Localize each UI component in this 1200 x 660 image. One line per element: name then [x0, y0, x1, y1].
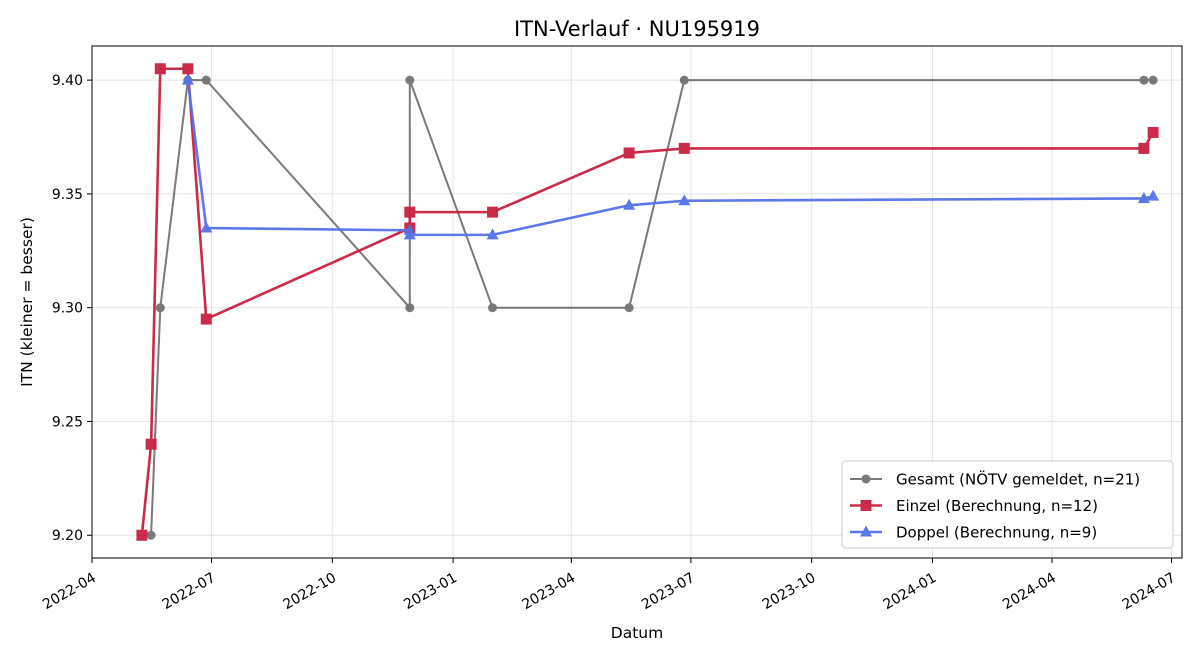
data-point — [182, 63, 194, 75]
grid — [91, 46, 1182, 558]
x-tick-label: 2024-07 — [1120, 570, 1179, 613]
series-line — [140, 67, 1155, 536]
x-tick-label: 2023-07 — [639, 570, 698, 613]
data-point — [486, 228, 499, 240]
data-point — [136, 529, 148, 541]
legend-box — [841, 460, 1174, 549]
data-point — [623, 147, 635, 159]
data-point — [200, 313, 212, 325]
y-tick-label: 9.20 — [52, 528, 83, 544]
data-point — [1147, 189, 1160, 201]
y-axis-title: ITN (kleiner = besser) — [18, 217, 36, 387]
data-point — [181, 73, 194, 85]
legend-item — [850, 474, 882, 484]
series-layer — [136, 63, 1160, 541]
x-tick-label: 2023-10 — [760, 570, 819, 613]
data-point — [1139, 75, 1149, 85]
data-point — [146, 530, 156, 540]
series-1 — [146, 75, 1158, 540]
x-tick-label: 2023-04 — [519, 570, 578, 613]
y-tick-label: 9.35 — [52, 187, 83, 203]
x-axis-title: Datum — [611, 624, 663, 642]
data-point — [679, 75, 689, 85]
data-point — [1137, 191, 1150, 203]
x-axis-ticks: 2022-04 2022-07 2022-10 2023-01 2023-04 2023-… — [40, 558, 1178, 613]
chart-title: ITN-Verlauf · NU195919 — [514, 17, 760, 41]
data-point — [403, 228, 416, 240]
legend-marker — [861, 474, 871, 484]
x-tick-label: 2023-01 — [401, 570, 460, 613]
y-tick-label: 9.30 — [52, 301, 83, 317]
x-tick-label: 2022-04 — [40, 570, 99, 613]
data-point — [154, 63, 166, 75]
x-tick-label: 2024-01 — [881, 570, 940, 613]
data-point — [624, 303, 634, 313]
x-tick-label: 2022-07 — [160, 570, 219, 613]
data-point — [488, 303, 498, 313]
data-point — [405, 75, 415, 85]
y-tick-label: 9.40 — [52, 73, 83, 89]
y-tick-label: 9.25 — [52, 414, 83, 430]
legend-label: Gesamt (NÖTV gemeldet, n=21) — [896, 470, 1140, 489]
data-point — [405, 303, 415, 313]
x-tick-label: 2022-10 — [280, 570, 339, 613]
y-axis-ticks: 9.20 9.25 9.30 9.35 9.40 — [52, 73, 92, 544]
legend-label: Doppel (Berechnung, n=9) — [896, 524, 1097, 542]
data-point — [201, 75, 211, 85]
data-point — [678, 142, 690, 154]
data-point — [145, 438, 157, 450]
data-point — [623, 198, 636, 210]
legend: Gesamt (NÖTV gemeldet, n=21) Einzel (Bere… — [841, 460, 1174, 549]
legend-marker — [860, 525, 872, 537]
data-point — [404, 206, 416, 218]
plot-area-frame — [91, 45, 1183, 559]
series-3 — [181, 73, 1160, 240]
legend-item — [850, 525, 882, 537]
legend-item — [850, 500, 882, 511]
data-point — [155, 303, 165, 313]
data-point — [678, 194, 691, 206]
data-point — [487, 206, 499, 218]
legend-marker — [860, 500, 872, 511]
legend-label: Einzel (Berechnung, n=12) — [896, 497, 1098, 515]
x-tick-label: 2024-04 — [1000, 570, 1059, 613]
data-point — [1147, 126, 1159, 138]
data-point — [200, 221, 213, 233]
data-point — [1138, 142, 1150, 154]
data-point — [1148, 75, 1158, 85]
